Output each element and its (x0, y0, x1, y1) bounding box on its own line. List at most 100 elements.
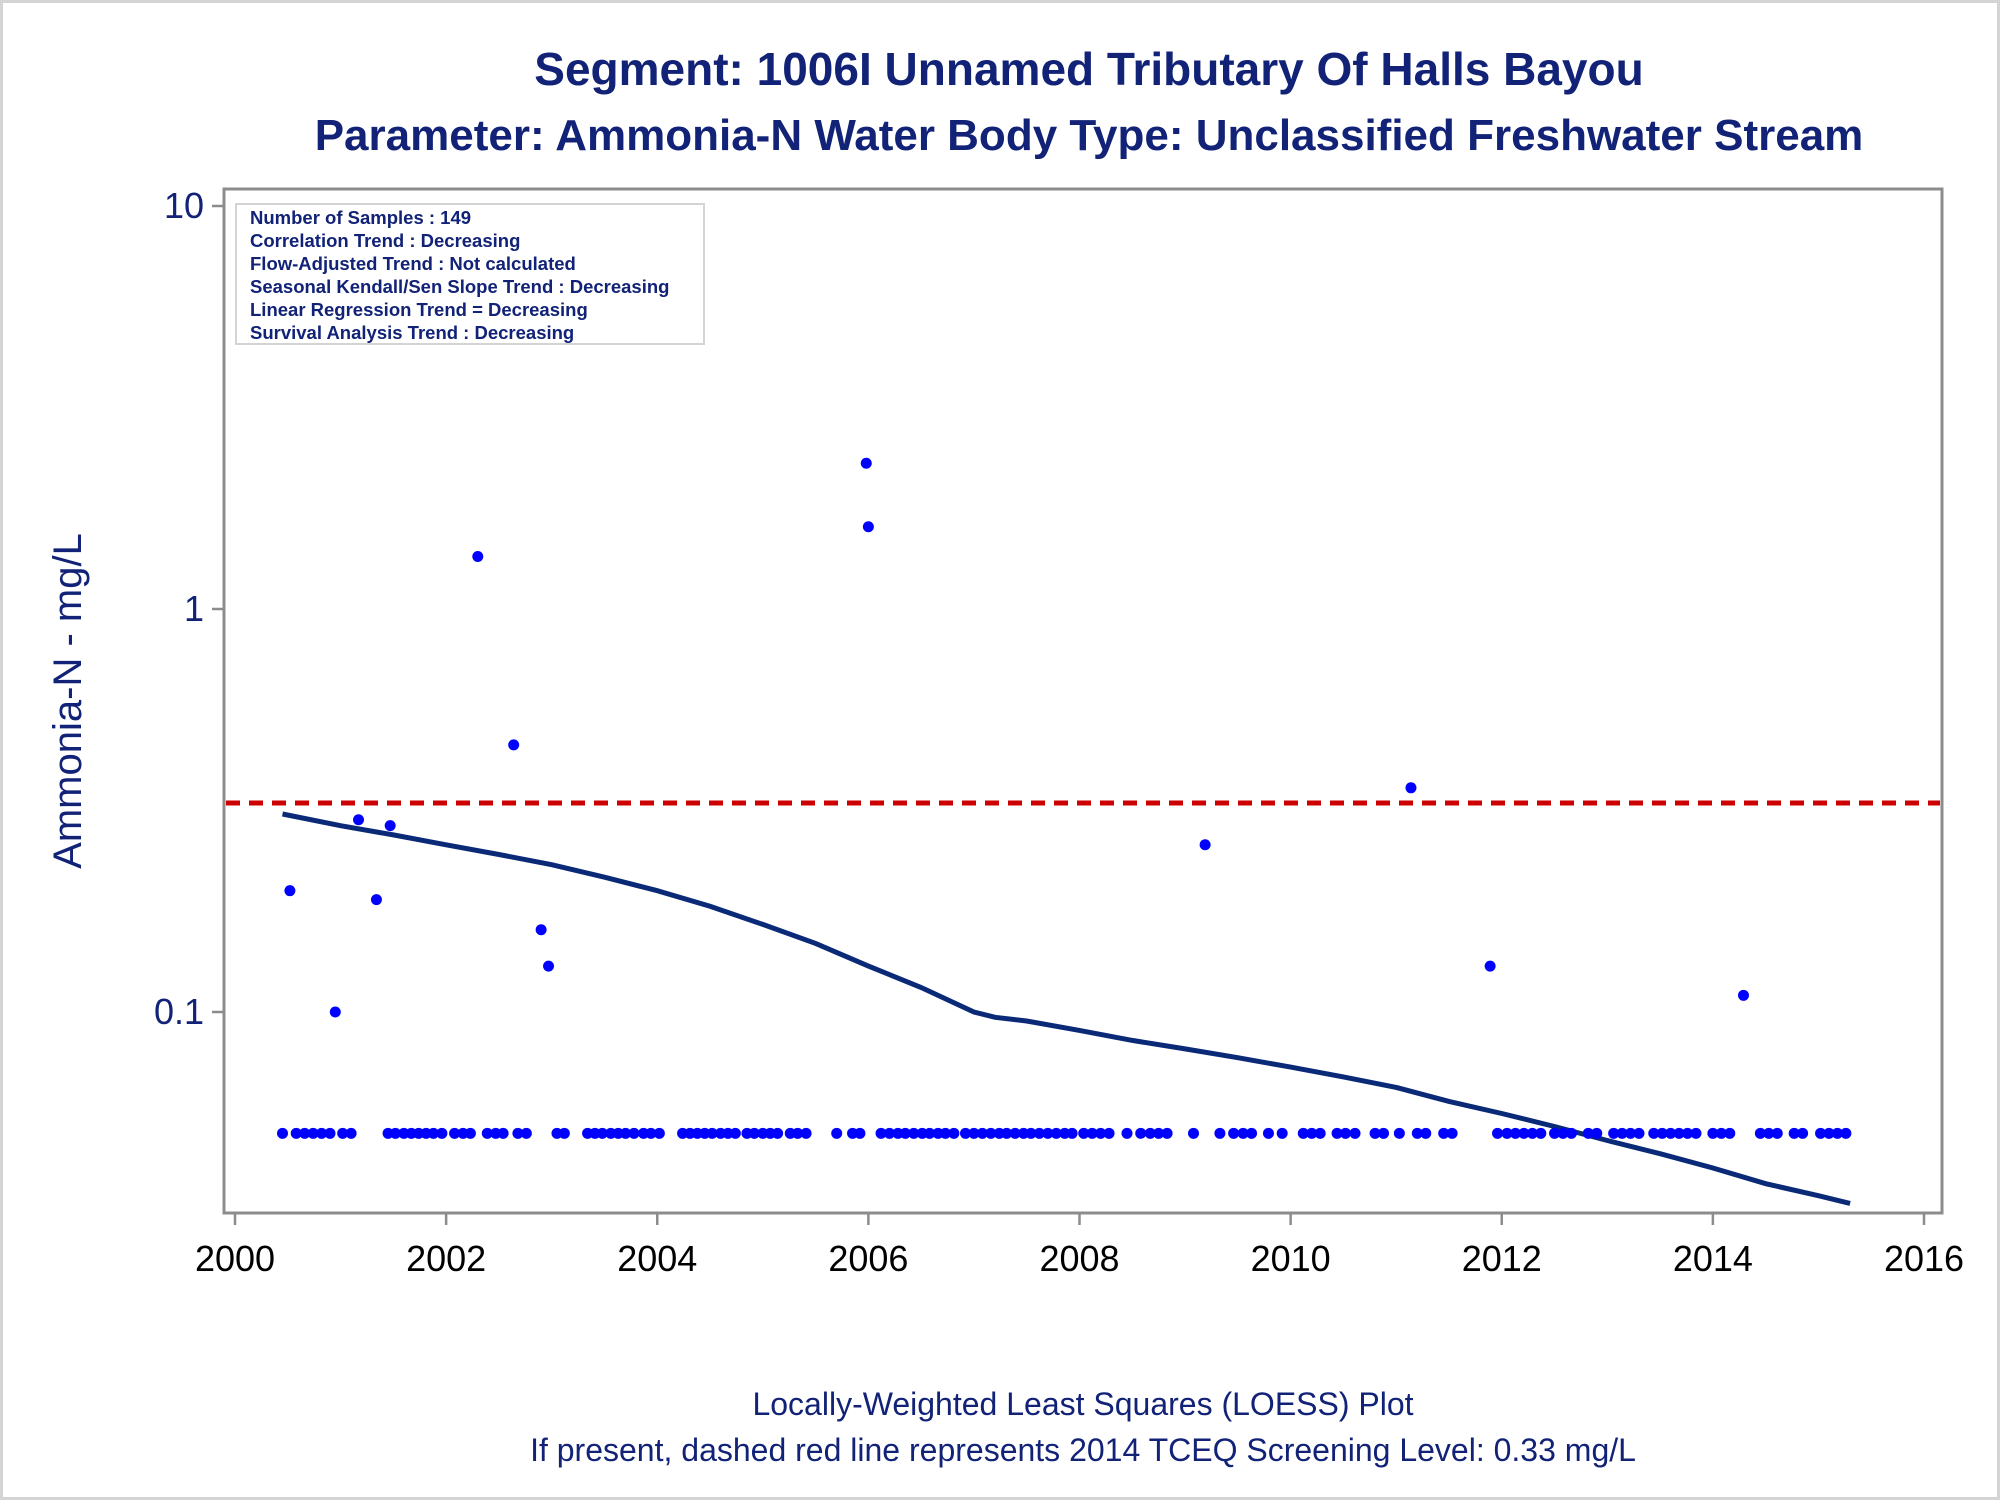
sample-point (535, 924, 547, 936)
sample-point (1625, 1127, 1637, 1139)
sample-point (277, 1127, 289, 1139)
sample-point (645, 1127, 657, 1139)
sample-point (449, 1127, 461, 1139)
sample-point (1331, 1127, 1343, 1139)
sample-point (1314, 1127, 1326, 1139)
footnote-loess: Locally-Weighted Least Squares (LOESS) P… (752, 1386, 1413, 1422)
sample-point (1228, 1127, 1240, 1139)
sample-point (1369, 1127, 1381, 1139)
sample-point (1633, 1127, 1645, 1139)
sample-point (729, 1127, 741, 1139)
sample-point (1549, 1127, 1561, 1139)
x-tick-label: 2016 (1884, 1238, 1964, 1279)
sample-point (1526, 1127, 1538, 1139)
sample-point (1591, 1127, 1603, 1139)
sample-point (1001, 1127, 1013, 1139)
sample-point (1484, 960, 1496, 972)
x-tick-label: 2002 (406, 1238, 486, 1279)
sample-point (653, 1127, 665, 1139)
sample-point (706, 1127, 718, 1139)
footnote-screening-level: If present, dashed red line represents 2… (530, 1432, 1636, 1468)
sample-point (1276, 1127, 1288, 1139)
y-tick-label: 1 (184, 588, 204, 629)
info-survival-analysis-trend: Survival Analysis Trend : Decreasing (250, 322, 574, 343)
sample-point (1161, 1127, 1173, 1139)
sample-point (1297, 1127, 1309, 1139)
sample-point (1262, 1127, 1274, 1139)
sample-point (1557, 1127, 1569, 1139)
sample-point (512, 1127, 524, 1139)
sample-point (1823, 1127, 1835, 1139)
plot-area (222, 187, 1944, 1215)
sample-point (1340, 1127, 1352, 1139)
trend-info-box: Number of Samples : 149 Correlation Tren… (235, 203, 705, 345)
x-tick-label: 2000 (195, 1238, 275, 1279)
sample-point (543, 960, 555, 972)
sample-point (628, 1127, 640, 1139)
sample-point (384, 820, 396, 832)
sample-point (508, 739, 520, 751)
sample-point (1446, 1127, 1458, 1139)
sample-point (948, 1127, 960, 1139)
sample-point (1405, 782, 1417, 794)
sample-point (1378, 1127, 1390, 1139)
sample-point (1246, 1127, 1258, 1139)
sample-point (924, 1127, 936, 1139)
info-seasonal-kendall-trend: Seasonal Kendall/Sen Slope Trend : Decre… (250, 276, 669, 297)
sample-point (1608, 1127, 1620, 1139)
sample-point (1033, 1127, 1045, 1139)
info-samples: Number of Samples : 149 (250, 207, 471, 228)
sample-point (290, 1127, 302, 1139)
sample-point (939, 1127, 951, 1139)
sample-point (772, 1127, 784, 1139)
sample-point (800, 1127, 812, 1139)
sample-point (472, 550, 484, 562)
sample-point (1673, 1127, 1685, 1139)
x-tick-label: 2012 (1462, 1238, 1542, 1279)
sample-point (1214, 1127, 1226, 1139)
sample-point (1754, 1127, 1766, 1139)
sample-point (1103, 1127, 1115, 1139)
sample-point (1135, 1127, 1147, 1139)
sample-point (748, 1127, 760, 1139)
sample-point (427, 1127, 439, 1139)
sample-point (1050, 1127, 1062, 1139)
sample-point (1420, 1127, 1432, 1139)
sample-point (345, 1127, 357, 1139)
sample-point (1715, 1127, 1727, 1139)
sample-point (1349, 1127, 1361, 1139)
sample-point (1042, 1127, 1054, 1139)
sample-point (1582, 1127, 1594, 1139)
sample-point (854, 1127, 866, 1139)
sample-point (860, 457, 872, 469)
sample-point (284, 885, 296, 897)
y-axis-label: Ammonia-N - mg/L (46, 533, 90, 869)
sample-point (353, 814, 365, 826)
y-tick-label: 10 (164, 185, 204, 226)
sample-point (1411, 1127, 1423, 1139)
sample-point (596, 1127, 608, 1139)
sample-point (1656, 1127, 1668, 1139)
sample-point (558, 1127, 570, 1139)
sample-point (1763, 1127, 1775, 1139)
sample-point (1724, 1127, 1736, 1139)
sample-point (1086, 1127, 1098, 1139)
sample-point (968, 1127, 980, 1139)
sample-point (1066, 1127, 1078, 1139)
sample-point (1199, 839, 1211, 851)
sample-point (985, 1127, 997, 1139)
sample-point (831, 1127, 843, 1139)
sample-point (1815, 1127, 1827, 1139)
sample-point (976, 1127, 988, 1139)
sample-point (324, 1127, 336, 1139)
sample-point (1831, 1127, 1843, 1139)
sample-point (1665, 1127, 1677, 1139)
chart-title: Segment: 1006I Unnamed Tributary Of Hall… (534, 43, 1643, 95)
x-tick-label: 2008 (1039, 1238, 1119, 1279)
sample-point (1438, 1127, 1450, 1139)
sample-point (1144, 1127, 1156, 1139)
sample-point (1771, 1127, 1783, 1139)
x-axis: 2000 2002 2004 2006 2008 2010 2012 2014 2016 (195, 1213, 1964, 1279)
y-tick-label: 0.1 (154, 991, 204, 1032)
chart-subtitle: Parameter: Ammonia-N Water Body Type: Un… (315, 111, 1864, 160)
